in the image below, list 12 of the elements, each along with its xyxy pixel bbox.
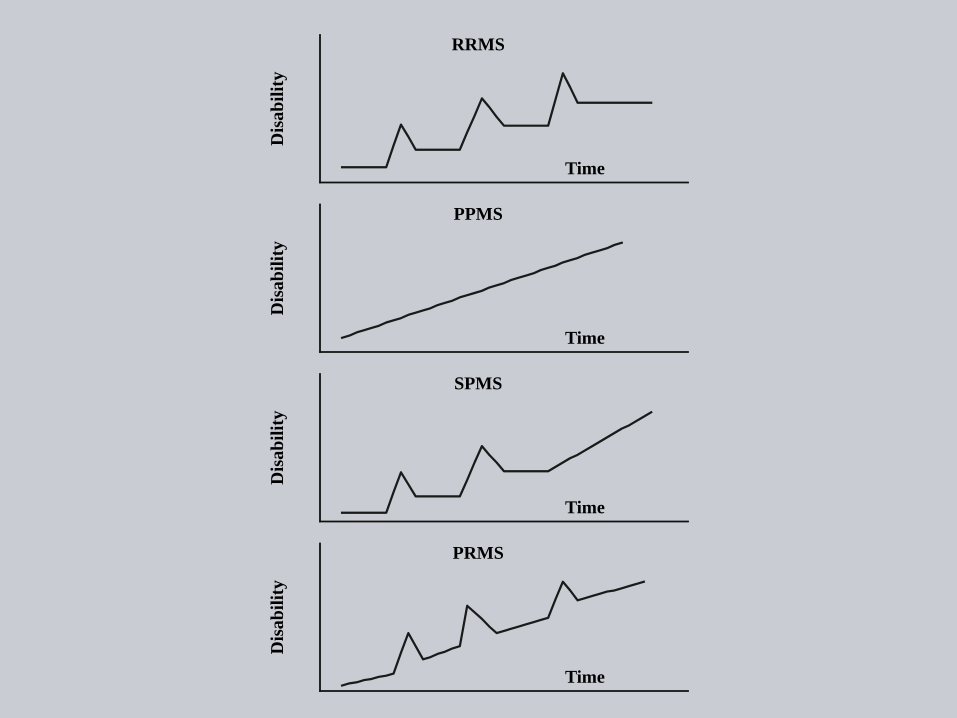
y-axis-title: Disability xyxy=(270,241,287,316)
x-axis-title: Time xyxy=(565,670,604,683)
x-axis-title: Time xyxy=(565,162,604,174)
y-axis-title: Disability xyxy=(270,72,287,146)
chart-title: RRMS xyxy=(452,38,504,50)
chart-title: PPMS xyxy=(454,208,502,220)
x-axis-title: Time xyxy=(565,331,604,344)
chart-title: PRMS xyxy=(452,546,504,559)
y-axis-title: Disability xyxy=(270,580,287,654)
y-axis-title: Disability xyxy=(270,410,287,485)
x-axis-title: Time xyxy=(565,500,604,514)
chart-title: SPMS xyxy=(455,377,502,390)
